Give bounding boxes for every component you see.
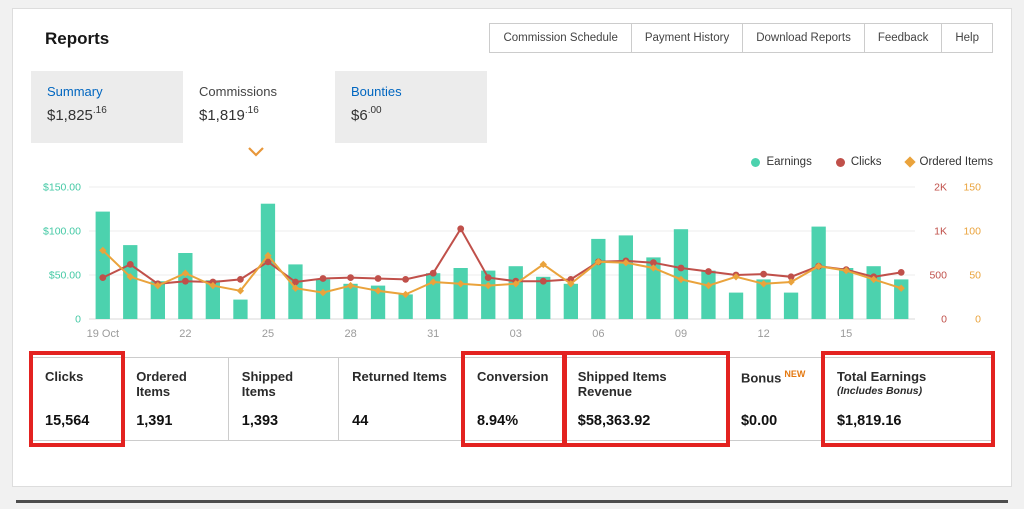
stat-shipped-items-revenue-label: Shipped Items Revenue — [577, 369, 667, 399]
stat-total-earnings-labels: Total Earnings (Includes Bonus) — [837, 369, 979, 397]
stat-returned-items-value: 44 — [352, 413, 369, 429]
stat-shipped-items-revenue-value: $58,363.92 — [577, 413, 651, 429]
window-bottom-edge — [16, 500, 1008, 503]
header: Reports Commission Schedule Payment Hist… — [31, 23, 993, 53]
header-nav: Commission Schedule Payment History Down… — [489, 23, 993, 53]
svg-text:$50.00: $50.00 — [49, 270, 81, 282]
stat-clicks: Clicks 15,564 — [28, 351, 126, 447]
nav-help[interactable]: Help — [941, 23, 993, 53]
ordered-items-marker-icon — [903, 156, 916, 168]
clicks-marker-icon — [835, 157, 845, 167]
svg-text:500: 500 — [929, 270, 947, 282]
stat-bonus-value: $0.00 — [740, 413, 778, 429]
stat-shipped-items-label: Shipped Items — [241, 369, 294, 399]
report-tabs: Summary $1,825.16 Commissions $1,819.16 … — [31, 71, 993, 157]
svg-text:0: 0 — [75, 314, 81, 326]
stat-total-earnings-value: $1,819.16 — [836, 413, 902, 429]
stat-bonus: Bonus NEW $0.00 — [728, 358, 824, 440]
legend-earnings-label: Earnings — [766, 156, 812, 168]
stat-total-earnings-sublabel: (Includes Bonus) — [836, 385, 923, 397]
svg-text:19 Oct: 19 Oct — [87, 328, 119, 340]
svg-text:50: 50 — [969, 270, 981, 282]
stat-conversion-label: Conversion — [476, 369, 549, 384]
svg-text:0: 0 — [941, 314, 947, 326]
svg-text:0: 0 — [975, 314, 981, 326]
legend-ordered-items-label: Ordered Items — [919, 156, 994, 168]
svg-text:2K: 2K — [934, 182, 947, 194]
stat-shipped-items-revenue: Shipped Items Revenue $58,363.92 — [561, 351, 731, 447]
svg-text:12: 12 — [757, 328, 769, 340]
selected-tab-caret-icon — [248, 147, 264, 157]
svg-text:09: 09 — [675, 328, 687, 340]
svg-text:03: 03 — [510, 328, 522, 340]
stat-total-earnings-label: Total Earnings — [836, 369, 927, 384]
chart-legend: Earnings Clicks Ordered Items — [31, 153, 993, 171]
tab-summary-label: Summary — [47, 84, 103, 99]
svg-text:28: 28 — [344, 328, 356, 340]
svg-text:100: 100 — [963, 226, 981, 238]
stat-bonus-label: Bonus NEW — [740, 369, 806, 386]
stat-conversion: Conversion 8.94% — [460, 351, 567, 447]
stat-clicks-label: Clicks — [45, 369, 84, 384]
svg-text:25: 25 — [262, 328, 274, 340]
svg-text:$150.00: $150.00 — [43, 182, 81, 194]
svg-text:15: 15 — [840, 328, 852, 340]
tab-bounties[interactable]: Bounties $6.00 — [335, 71, 487, 143]
stat-ordered-items-value: 1,391 — [136, 413, 173, 429]
nav-download-reports[interactable]: Download Reports — [742, 23, 865, 53]
stat-shipped-items-value: 1,393 — [241, 413, 279, 429]
nav-feedback[interactable]: Feedback — [863, 23, 943, 53]
tab-commissions[interactable]: Commissions $1,819.16 — [183, 71, 335, 143]
legend-earnings[interactable]: Earnings — [751, 156, 812, 168]
stat-ordered-items: Ordered Items 1,391 — [123, 358, 229, 440]
svg-text:22: 22 — [179, 328, 191, 340]
legend-clicks-label: Clicks — [850, 156, 882, 168]
tab-commissions-amount: $1,819.16 — [199, 105, 259, 124]
svg-text:06: 06 — [592, 328, 604, 340]
stat-shipped-items: Shipped Items 1,393 — [229, 358, 340, 440]
tab-bounties-amount: $6.00 — [351, 105, 382, 124]
svg-text:150: 150 — [963, 182, 981, 194]
svg-text:$100.00: $100.00 — [43, 226, 81, 238]
page-title: Reports — [45, 29, 110, 48]
tab-summary[interactable]: Summary $1,825.16 — [31, 71, 183, 143]
stat-ordered-items-label: Ordered Items — [136, 369, 187, 399]
stat-returned-items: Returned Items 44 — [339, 358, 464, 440]
svg-text:1K: 1K — [934, 226, 947, 238]
legend-clicks[interactable]: Clicks — [835, 156, 882, 168]
new-badge: NEW — [784, 369, 806, 379]
earnings-marker-icon — [751, 157, 761, 167]
tab-summary-amount: $1,825.16 — [47, 105, 107, 124]
stat-total-earnings: Total Earnings (Includes Bonus) $1,819.1… — [820, 351, 995, 447]
legend-ordered-items[interactable]: Ordered Items — [903, 156, 994, 168]
reports-panel: Reports Commission Schedule Payment Hist… — [12, 8, 1012, 487]
stats-bar: Clicks 15,564 Ordered Items 1,391 Shippe… — [28, 351, 995, 447]
earnings-chart: $150.00 $100.00 $50.00 0 2K 1K 500 0 150 100 50 0 19… — [31, 173, 993, 347]
nav-commission-schedule[interactable]: Commission Schedule — [489, 23, 632, 53]
nav-payment-history[interactable]: Payment History — [630, 23, 744, 53]
svg-text:31: 31 — [427, 328, 439, 340]
stat-returned-items-label: Returned Items — [352, 369, 447, 384]
stat-conversion-value: 8.94% — [476, 413, 519, 429]
tab-bounties-label: Bounties — [351, 84, 402, 99]
stat-clicks-value: 15,564 — [45, 413, 90, 429]
tab-commissions-label: Commissions — [199, 84, 278, 99]
